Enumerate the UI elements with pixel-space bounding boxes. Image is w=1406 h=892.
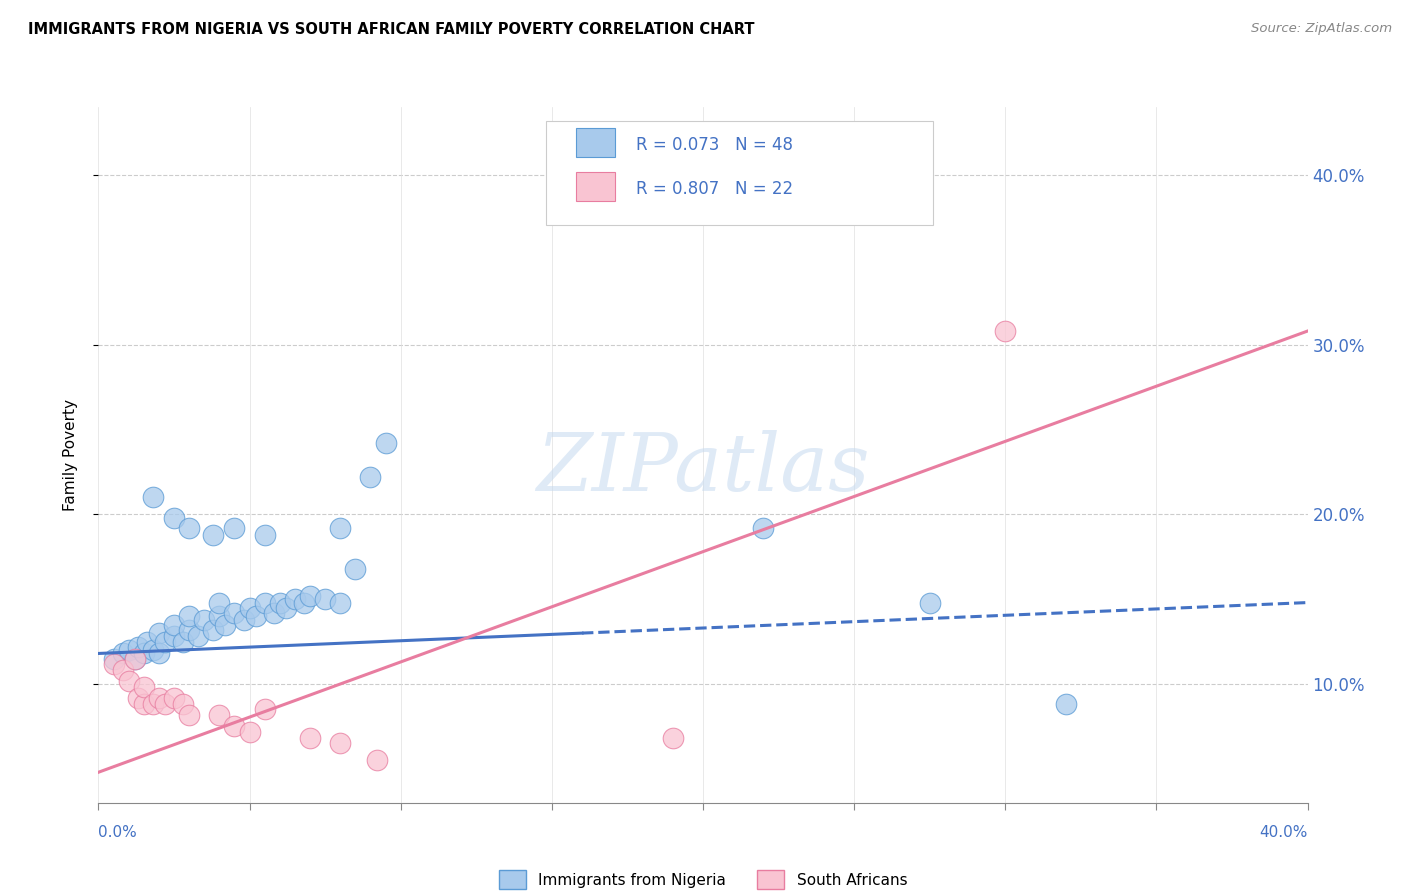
Text: 40.0%: 40.0% <box>1260 825 1308 840</box>
Point <box>132 647 155 661</box>
Point <box>193 613 215 627</box>
Point <box>360 470 382 484</box>
Point <box>329 736 352 750</box>
Point <box>148 647 170 661</box>
Point <box>374 436 396 450</box>
Point <box>314 592 336 607</box>
Point <box>132 681 155 695</box>
Point <box>118 673 141 688</box>
Point <box>344 561 367 575</box>
Point <box>163 510 186 524</box>
Point <box>142 698 165 712</box>
Point <box>752 521 775 535</box>
Point <box>142 491 165 505</box>
Point <box>202 527 225 541</box>
Point <box>148 690 170 705</box>
Point <box>142 643 165 657</box>
Point <box>1054 698 1077 712</box>
Point <box>299 589 322 603</box>
Point <box>103 651 125 665</box>
Point <box>918 596 941 610</box>
Text: IMMIGRANTS FROM NIGERIA VS SOUTH AFRICAN FAMILY POVERTY CORRELATION CHART: IMMIGRANTS FROM NIGERIA VS SOUTH AFRICAN… <box>28 22 755 37</box>
Point <box>172 698 194 712</box>
Point <box>214 617 236 632</box>
FancyBboxPatch shape <box>576 172 614 201</box>
Point <box>329 596 352 610</box>
Point <box>208 596 231 610</box>
Point <box>366 753 388 767</box>
Point <box>163 617 186 632</box>
Point <box>245 609 267 624</box>
FancyBboxPatch shape <box>576 128 614 157</box>
Point <box>274 600 297 615</box>
Point <box>153 634 176 648</box>
Point <box>662 731 685 746</box>
Point <box>253 596 276 610</box>
Point <box>179 623 201 637</box>
Point <box>187 630 209 644</box>
Point <box>111 647 134 661</box>
Point <box>124 651 146 665</box>
Text: 0.0%: 0.0% <box>98 825 138 840</box>
Y-axis label: Family Poverty: Family Poverty <box>63 399 77 511</box>
Point <box>994 324 1017 338</box>
Point <box>224 719 246 733</box>
Point <box>135 634 157 648</box>
Point <box>284 592 307 607</box>
Point <box>148 626 170 640</box>
FancyBboxPatch shape <box>546 121 932 226</box>
Point <box>202 623 225 637</box>
Point <box>132 698 155 712</box>
Point <box>239 600 262 615</box>
Point <box>179 609 201 624</box>
Point <box>232 613 254 627</box>
Point <box>163 690 186 705</box>
Point <box>253 527 276 541</box>
Point <box>224 606 246 620</box>
Point <box>263 606 285 620</box>
Point <box>292 596 315 610</box>
Point <box>224 521 246 535</box>
Point <box>153 698 176 712</box>
Text: R = 0.807   N = 22: R = 0.807 N = 22 <box>637 180 793 198</box>
Point <box>239 724 262 739</box>
Point <box>172 634 194 648</box>
Point <box>127 640 149 654</box>
Point <box>299 731 322 746</box>
Text: ZIPatlas: ZIPatlas <box>536 430 870 508</box>
Point <box>208 609 231 624</box>
Point <box>329 521 352 535</box>
Point <box>111 664 134 678</box>
Point <box>208 707 231 722</box>
Point <box>124 651 146 665</box>
Point <box>179 707 201 722</box>
Legend: Immigrants from Nigeria, South Africans: Immigrants from Nigeria, South Africans <box>499 871 907 889</box>
Point <box>118 643 141 657</box>
Point <box>179 521 201 535</box>
Point <box>103 657 125 671</box>
Point <box>127 690 149 705</box>
Point <box>269 596 291 610</box>
Point <box>163 630 186 644</box>
Text: R = 0.073   N = 48: R = 0.073 N = 48 <box>637 136 793 154</box>
Text: Source: ZipAtlas.com: Source: ZipAtlas.com <box>1251 22 1392 36</box>
Point <box>253 702 276 716</box>
